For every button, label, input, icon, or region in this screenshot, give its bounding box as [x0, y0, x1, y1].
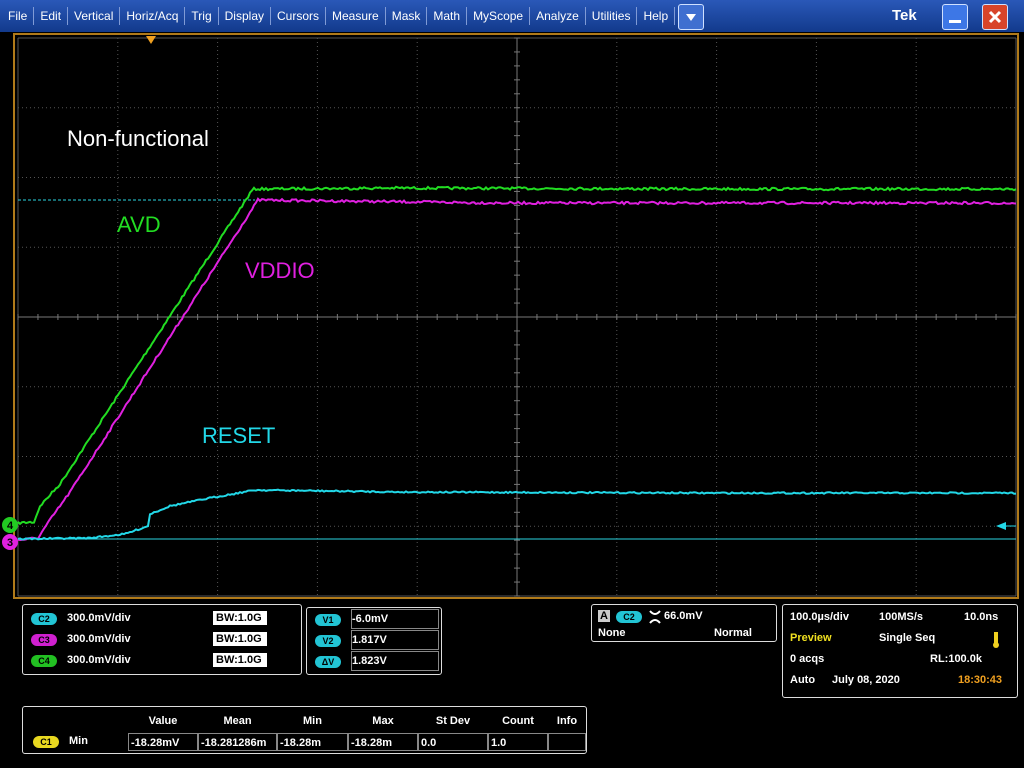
measurement-header: Min	[303, 715, 322, 727]
menu-item[interactable]: Mask	[386, 7, 428, 25]
acq-count: 0 acqs	[790, 653, 825, 665]
resolution: 10.0ns	[964, 611, 999, 623]
ch4-marker	[2, 517, 18, 533]
acq-state: Preview	[790, 632, 832, 644]
channel-bandwidth: BW:1.0G	[213, 653, 267, 667]
menu-item[interactable]: File	[2, 7, 35, 25]
channel-scale: 300.0mV/div	[67, 633, 131, 645]
cursor-value: 1.823V	[351, 651, 439, 671]
measurement-type: Min	[69, 735, 88, 747]
trigger-level-marker	[996, 522, 1006, 530]
menu-item[interactable]: Math	[427, 7, 468, 25]
channel-badge: C3	[31, 634, 57, 646]
trigger-level: 66.0mV	[664, 610, 703, 622]
trigger-position-marker	[146, 36, 156, 44]
measurement-header: Info	[556, 715, 578, 727]
channel-badge: C4	[31, 655, 57, 667]
measurement-cell: -18.28m	[348, 733, 418, 751]
channel-bandwidth: BW:1.0G	[213, 611, 267, 625]
graticule: 4 3 Non-functional AVD VDDIO RESET	[2, 33, 1019, 599]
horizontal-scale: 100.0µs/div	[790, 611, 849, 623]
menu-item[interactable]: Utilities	[586, 7, 638, 25]
avd-waveform	[17, 185, 1017, 526]
avd-label: AVD	[117, 212, 161, 237]
cursor-badge: V2	[315, 635, 341, 647]
title-annotation: Non-functional	[67, 126, 209, 151]
trigger-coupling: None	[598, 627, 626, 639]
menu-item[interactable]: Horiz/Acq	[120, 7, 186, 25]
trigger-mode: Normal	[714, 627, 752, 639]
reset-label: RESET	[202, 423, 275, 448]
menu-items: File Edit Vertical Horiz/Acq Trig Display Curs…	[0, 7, 676, 25]
channel-scale: 300.0mV/div	[67, 612, 131, 624]
menu-item[interactable]: Trig	[185, 7, 219, 25]
vddio-waveform	[17, 197, 1017, 542]
dropdown-icon	[686, 14, 696, 21]
vddio-label: VDDIO	[245, 258, 315, 283]
channel-box: C2 300.0mV/div BW:1.0G C3 300.0mV/div BW…	[22, 604, 302, 675]
graticule-border	[13, 33, 1019, 599]
trigger-mode: Auto	[790, 674, 816, 686]
menu-item[interactable]: Vertical	[68, 7, 121, 25]
measurement-cell: -18.28m	[277, 733, 348, 751]
trigger-box: A C2 66.0mV None Normal	[591, 604, 777, 642]
measurement-cell: 1.0	[488, 733, 548, 751]
ch3-marker	[2, 534, 18, 550]
menu-item[interactable]: Analyze	[530, 7, 586, 25]
measurement-cell	[548, 733, 586, 751]
measurement-source: C1	[33, 736, 59, 748]
acq-sequence: Single Seq	[879, 632, 936, 644]
grid	[17, 37, 1017, 597]
cursor-value: 1.817V	[351, 630, 439, 650]
date: July 08, 2020	[832, 674, 900, 686]
probe-icon	[993, 632, 999, 648]
graticule-area: 4 3 Non-functional AVD VDDIO RESET	[0, 32, 1024, 600]
close-icon	[988, 10, 1002, 24]
time: 18:30:43	[958, 674, 1003, 686]
reset-waveform	[17, 488, 1017, 541]
trigger-source: C2	[616, 611, 642, 623]
cursor-box: V1 -6.0mV V2 1.817V ΔV 1.823V	[306, 607, 442, 675]
menu-item[interactable]: Help	[637, 7, 676, 25]
dropdown-button[interactable]	[678, 4, 704, 30]
menu-item[interactable]: Cursors	[271, 7, 327, 25]
measurement-header: Max	[372, 715, 394, 727]
measurement-header: Count	[502, 715, 534, 727]
sample-rate: 100MS/s	[879, 611, 924, 623]
ch3-marker-label: 3	[7, 537, 13, 549]
channel-scale: 300.0mV/div	[67, 654, 131, 666]
status-panel: C2 300.0mV/div BW:1.0G C3 300.0mV/div BW…	[0, 600, 1024, 768]
menu-item[interactable]: Display	[219, 7, 271, 25]
close-button[interactable]	[982, 4, 1008, 30]
channel-badge: C2	[31, 613, 57, 625]
channel-bandwidth: BW:1.0G	[213, 632, 267, 646]
measurement-cell: -18.281286m	[198, 733, 277, 751]
ch4-marker-label: 4	[7, 520, 14, 532]
menu-item[interactable]: Edit	[34, 7, 69, 25]
record-length: RL:100.0k	[930, 653, 982, 665]
measurement-cell: -18.28mV	[128, 733, 198, 751]
measurement-table: C1 Min Value -18.28mV Mean -18.281286m Min -1…	[22, 706, 587, 754]
measurement-header: St Dev	[435, 715, 471, 727]
menu-item[interactable]: Measure	[326, 7, 386, 25]
measurement-header: Value	[148, 715, 178, 727]
menu-bar: File Edit Vertical Horiz/Acq Trig Display Curs…	[0, 0, 1024, 32]
minimize-button[interactable]	[942, 4, 968, 30]
measurement-header: Mean	[223, 715, 252, 727]
horizontal-box: 100.0µs/div 100MS/s 10.0ns Preview Singl…	[782, 604, 1018, 698]
cursor-badge: V1	[315, 614, 341, 626]
cursor-value: -6.0mV	[351, 609, 439, 629]
trigger-slope-icon	[649, 610, 661, 624]
trigger-event: A	[598, 610, 610, 622]
measurement-cell: 0.0	[418, 733, 488, 751]
brand: Tek	[892, 7, 917, 24]
minimize-icon	[949, 20, 961, 23]
cursor-badge: ΔV	[315, 656, 341, 668]
menu-item[interactable]: MyScope	[467, 7, 531, 25]
